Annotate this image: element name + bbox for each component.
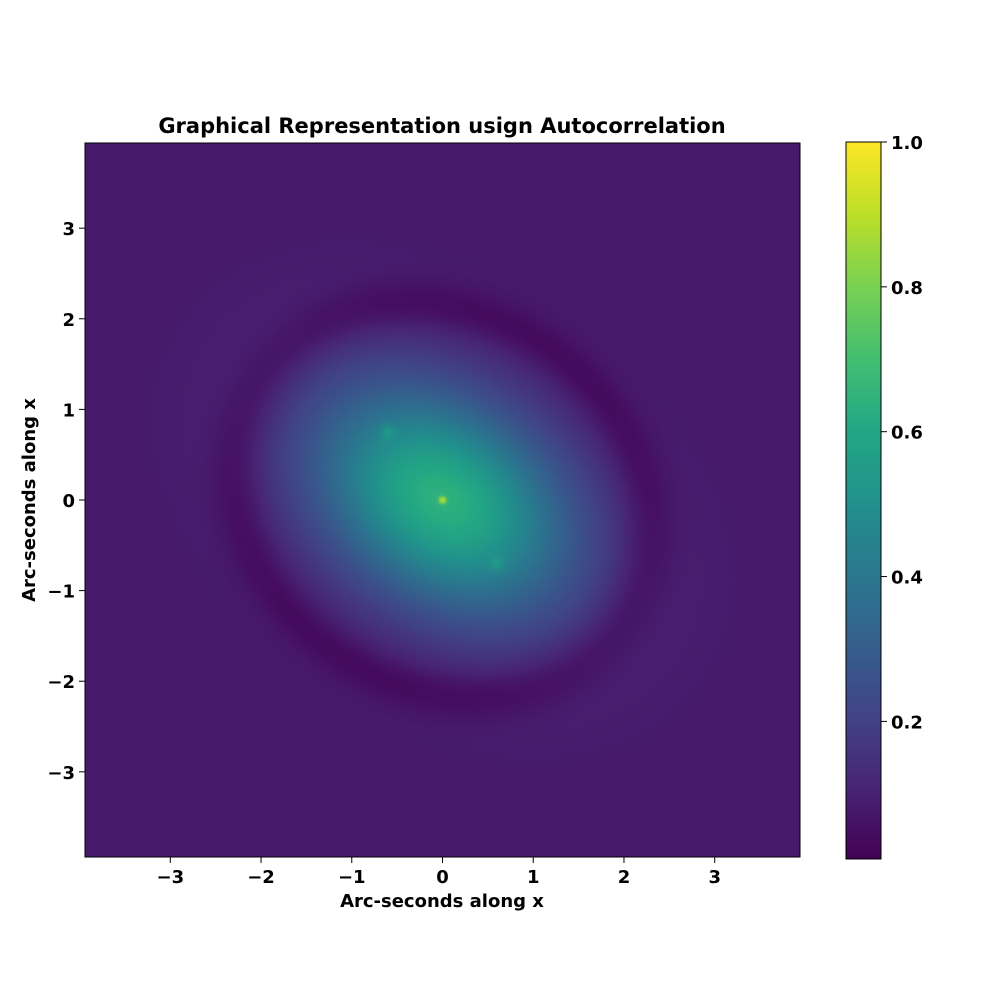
colorbar-tick-label: 1.0 [891,133,923,154]
colorbar-tick-label: 0.8 [891,278,923,299]
colorbar-tick-label: 0.2 [891,712,923,733]
y-tick-label: 0 [62,491,75,512]
x-tick-label: −3 [156,867,184,888]
colorbar-axis: 0.2 0.4 0.6 0.8 1.0 [881,133,923,733]
colorbar [845,141,882,860]
x-tick-label: 0 [436,867,449,888]
colorbar-tick-label: 0.6 [891,423,923,444]
heatmap-image [85,143,800,857]
x-tick-label: −2 [247,867,275,888]
y-axis-label: Arc-seconds along x [19,398,40,602]
y-tick-label: 1 [62,400,75,421]
x-tick-label: 2 [618,867,631,888]
y-tick-label: 2 [62,310,75,331]
y-tick-label: −3 [47,763,75,784]
y-axis: −3 −2 −1 0 1 2 3 [47,219,85,784]
x-tick-label: 3 [708,867,721,888]
x-tick-label: −1 [338,867,366,888]
y-tick-label: 3 [62,219,75,240]
heatmap [85,143,800,857]
y-tick-label: −1 [47,582,75,603]
x-axis-label: Arc-seconds along x [340,891,544,912]
x-tick-label: 1 [527,867,540,888]
y-tick-label: −2 [47,672,75,693]
x-axis: −3 −2 −1 0 1 2 3 [156,857,721,888]
colorbar-tick-label: 0.4 [891,568,923,589]
chart-title: Graphical Representation usign Autocorre… [158,114,725,138]
